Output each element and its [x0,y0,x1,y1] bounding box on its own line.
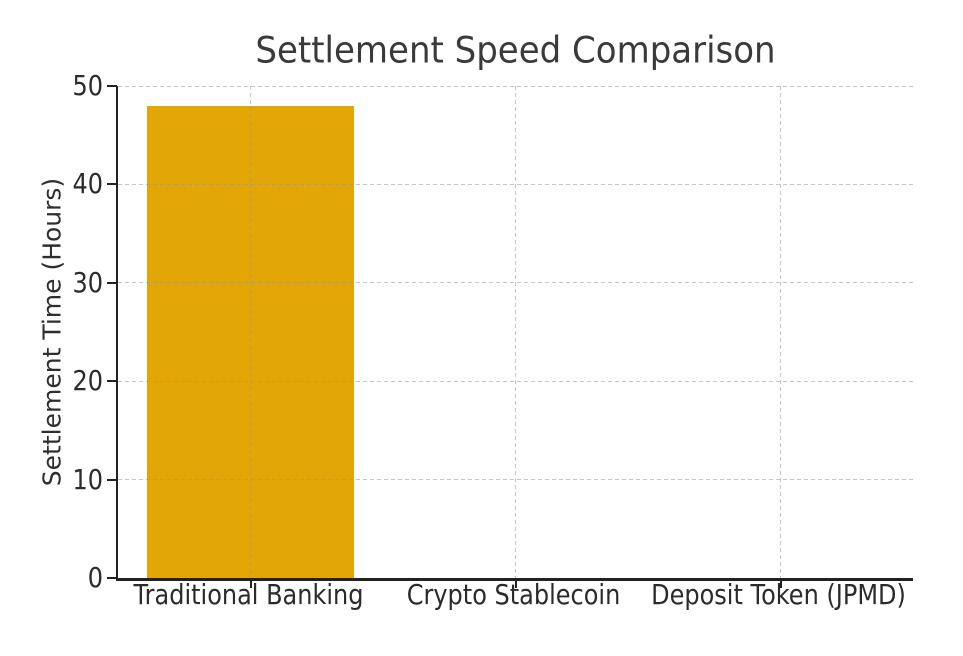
gridline-x-crypto-stablecoin [515,86,516,578]
y-tick-10 [107,478,117,481]
x-tick-deposit-token-jpmd [779,581,782,588]
x-tick-label-traditional-banking: Traditional Banking [133,578,364,612]
x-tick-label-crypto-stablecoin: Crypto Stablecoin [406,578,621,612]
ticks-layer [107,85,913,588]
y-tick-label-10: 10 [72,463,103,496]
x-tick-traditional-banking [249,581,252,588]
y-tick-30 [107,281,117,284]
y-tick-label-50: 50 [72,69,103,103]
chart-title: Settlement Speed Comparison [255,28,776,73]
y-tick-20 [107,380,117,383]
y-tick-40 [107,183,117,186]
grid-layer [118,85,913,578]
x-tick-labels: Traditional Banking Crypto Stablecoin Depo… [116,578,911,624]
y-tick-label-0: 0 [87,561,103,595]
x-tick-label-deposit-token-jpmd: Deposit Token (JPMD) [651,578,906,612]
gridline-x-traditional-banking [250,86,251,578]
plot-area [107,85,913,588]
y-tick-0 [107,577,117,579]
y-tick-label-20: 20 [72,365,103,398]
y-tick-labels: 0 10 20 30 40 50 [0,72,103,592]
gridline-x-deposit-token-jpmd [780,86,781,578]
y-tick-label-40: 40 [72,168,103,201]
y-tick-label-30: 30 [72,266,103,299]
x-tick-crypto-stablecoin [514,581,517,588]
y-tick-50 [107,85,117,87]
